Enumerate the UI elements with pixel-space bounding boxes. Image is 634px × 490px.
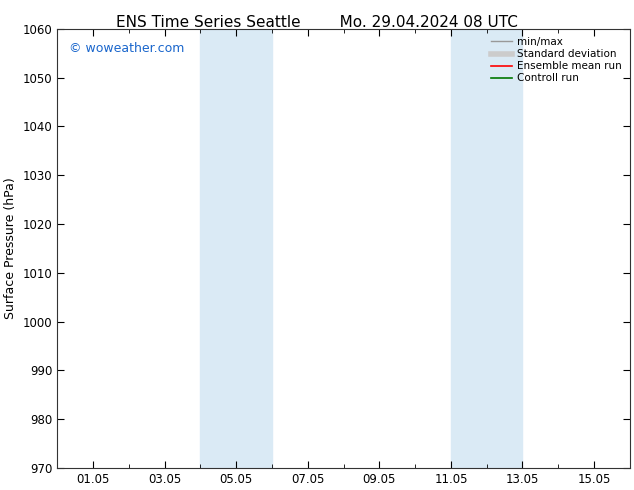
Y-axis label: Surface Pressure (hPa): Surface Pressure (hPa) — [4, 177, 17, 319]
Text: © woweather.com: © woweather.com — [68, 42, 184, 55]
Legend: min/max, Standard deviation, Ensemble mean run, Controll run: min/max, Standard deviation, Ensemble me… — [488, 34, 624, 86]
Bar — [236, 29, 272, 468]
Bar — [200, 29, 236, 468]
Text: ENS Time Series Seattle        Mo. 29.04.2024 08 UTC: ENS Time Series Seattle Mo. 29.04.2024 0… — [116, 15, 518, 30]
Bar — [487, 29, 522, 468]
Bar — [451, 29, 487, 468]
